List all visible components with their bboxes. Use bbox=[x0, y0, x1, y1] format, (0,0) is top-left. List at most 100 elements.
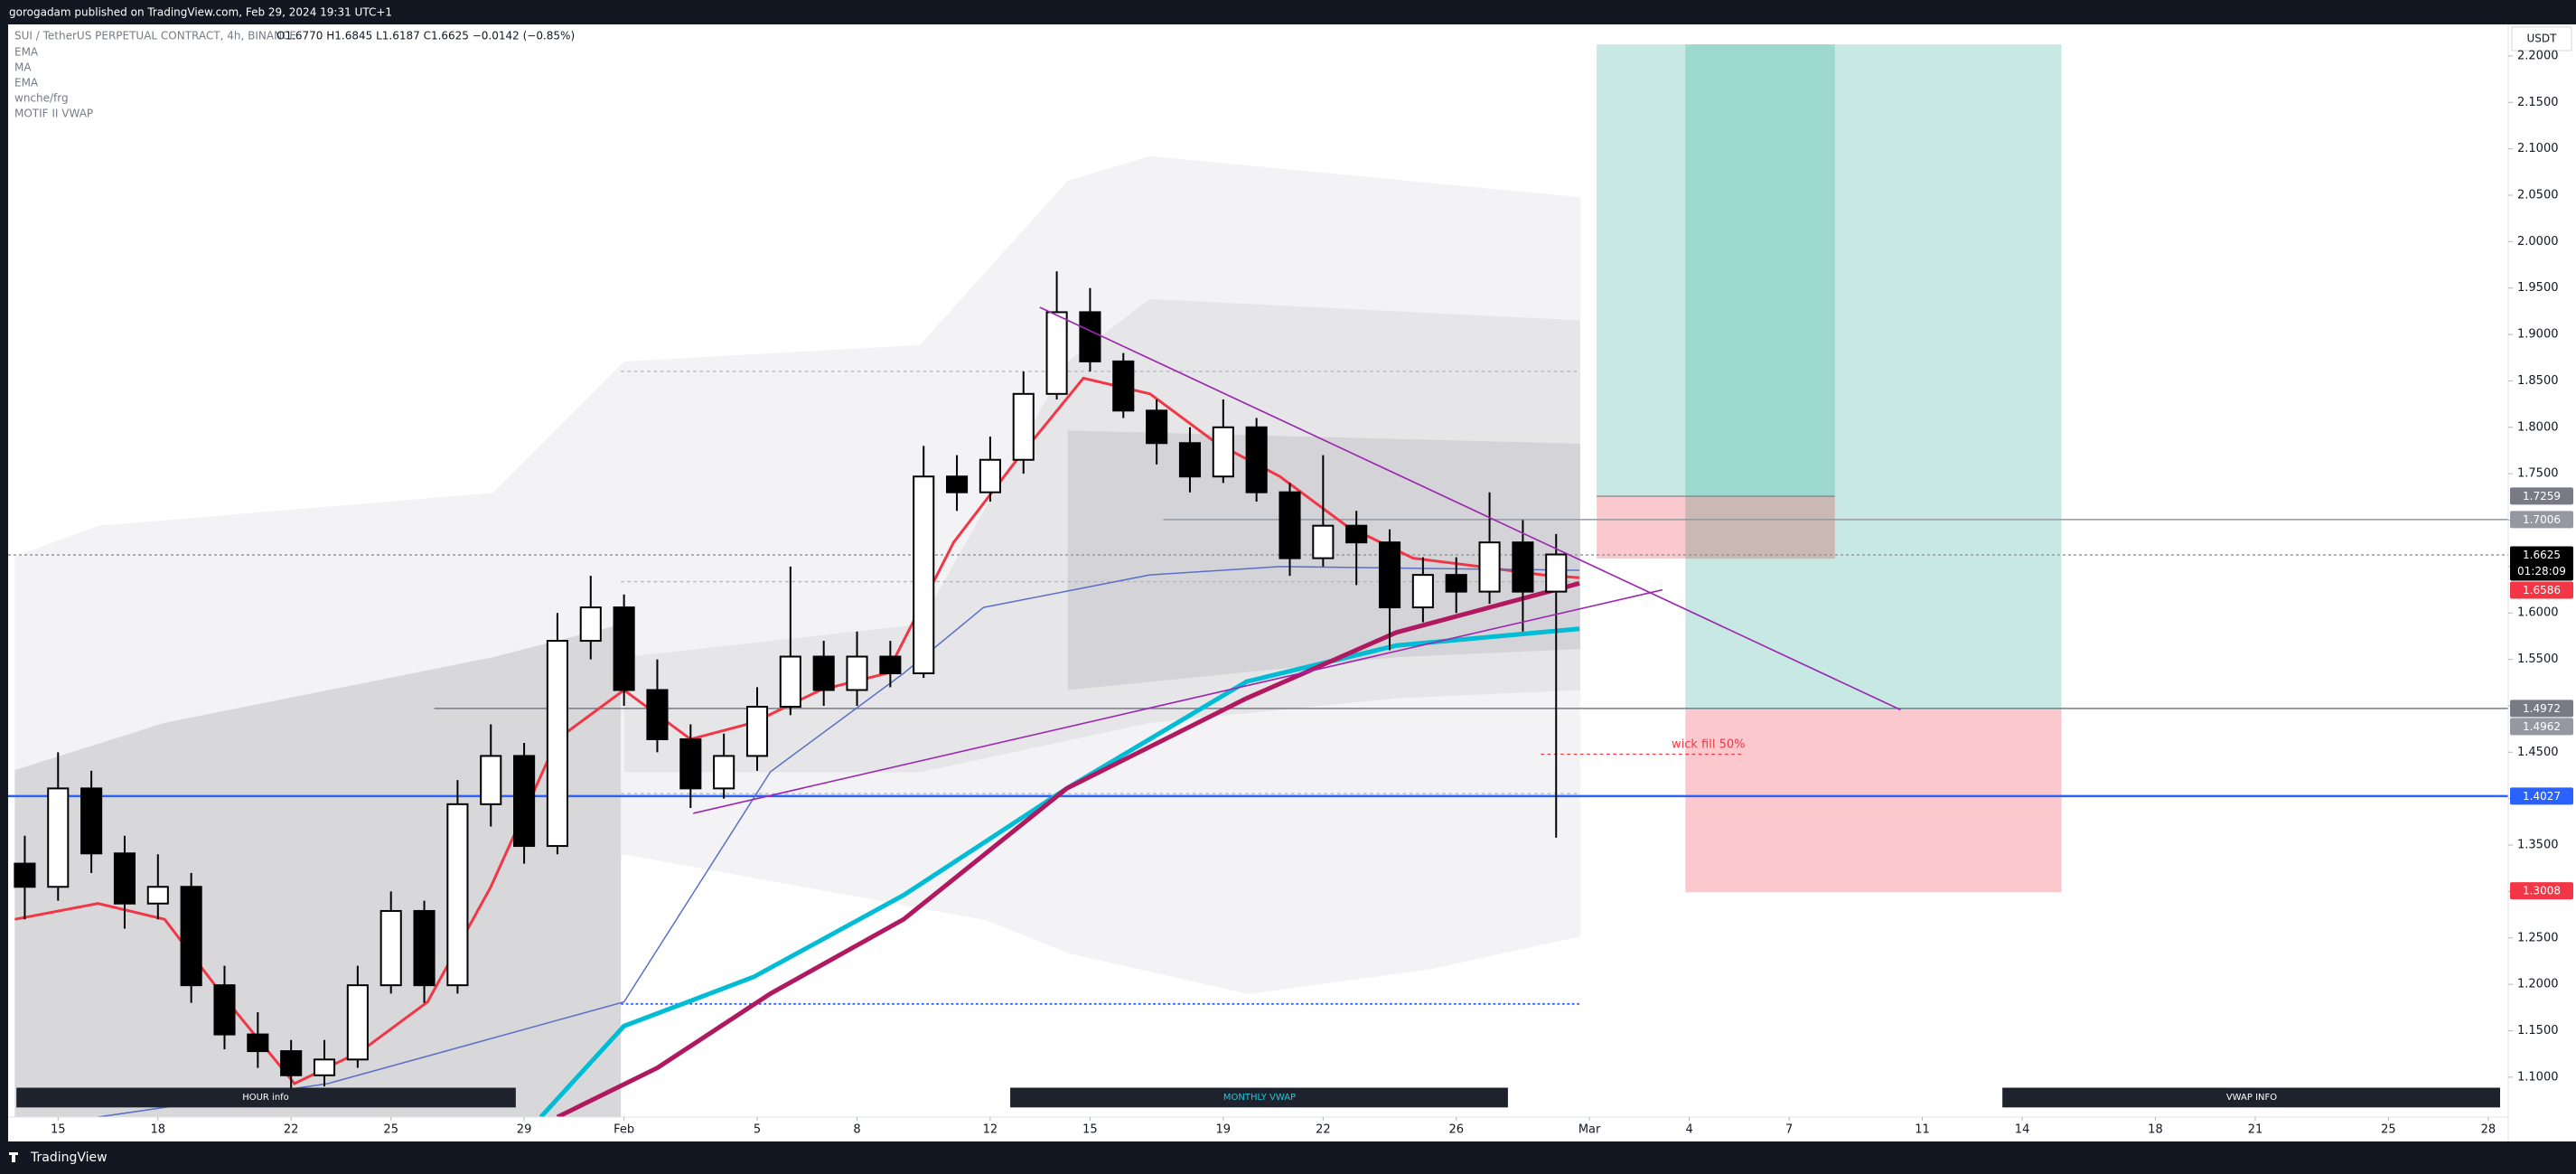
info-box bbox=[16, 1087, 516, 1108]
candle-body bbox=[745, 705, 769, 757]
price-tag bbox=[2510, 700, 2573, 718]
y-tick-label: 1.5500 bbox=[2517, 653, 2559, 666]
price-tag-label: 1.7259 bbox=[2523, 490, 2561, 502]
candle-body bbox=[379, 909, 402, 987]
legend-entry: MA bbox=[14, 61, 32, 74]
y-tick-label: 1.1000 bbox=[2517, 1070, 2559, 1084]
candle-body bbox=[113, 852, 136, 905]
info-box bbox=[1010, 1087, 1508, 1108]
y-tick-label: 2.0500 bbox=[2517, 189, 2559, 202]
candle-body bbox=[280, 1050, 303, 1076]
x-tick-label: 11 bbox=[1915, 1123, 1930, 1137]
x-tick-label: 22 bbox=[284, 1123, 299, 1137]
y-tick-label: 2.1000 bbox=[2517, 142, 2559, 155]
candle-body bbox=[446, 803, 469, 987]
candle-body bbox=[346, 984, 369, 1061]
x-tick-label: 18 bbox=[151, 1123, 166, 1137]
y-tick-label: 1.6000 bbox=[2517, 606, 2559, 620]
candle-body bbox=[1079, 311, 1101, 362]
price-tag-label: 1.4972 bbox=[2523, 702, 2561, 715]
x-tick-label: Feb bbox=[614, 1123, 634, 1137]
currency-box bbox=[2511, 26, 2572, 52]
annotation: wick fill 50% bbox=[1672, 738, 1746, 752]
price-tag bbox=[2510, 487, 2573, 505]
candle-body bbox=[1279, 491, 1301, 559]
candle-body bbox=[1045, 311, 1068, 395]
candle-body bbox=[846, 655, 868, 691]
y-tick-label: 1.2500 bbox=[2517, 931, 2559, 944]
price-tag bbox=[2510, 546, 2573, 581]
candle-body bbox=[1545, 553, 1568, 593]
candle-body bbox=[579, 606, 602, 643]
price-tag-label: 1.4027 bbox=[2523, 790, 2561, 803]
tv-logo bbox=[9, 1152, 18, 1162]
x-tick-label: 4 bbox=[1685, 1123, 1692, 1137]
candle-body bbox=[913, 475, 935, 675]
y-tick-label: 1.8500 bbox=[2517, 374, 2559, 388]
candle-body bbox=[713, 755, 735, 790]
vwap-left-band bbox=[14, 624, 622, 1118]
info-box-label: HOUR info bbox=[242, 1093, 289, 1103]
price-tag bbox=[2510, 581, 2573, 599]
candle-body bbox=[1312, 524, 1335, 559]
indicator-line bbox=[539, 626, 1580, 1117]
decor bbox=[14, 44, 2062, 1118]
price-tag-countdown: 01:28:09 bbox=[2517, 565, 2566, 578]
price-tag-label: 1.6586 bbox=[2523, 584, 2561, 596]
trendline bbox=[1039, 306, 1901, 711]
candle-body bbox=[1345, 524, 1368, 544]
x-tick-label: 8 bbox=[853, 1123, 860, 1137]
candle-body bbox=[247, 1033, 269, 1053]
indicator-line bbox=[98, 566, 1580, 1117]
candle-body bbox=[546, 640, 568, 848]
candle-body bbox=[313, 1058, 336, 1076]
candle-body bbox=[1411, 574, 1434, 609]
candle-body bbox=[1478, 541, 1501, 593]
price-tag bbox=[2510, 718, 2573, 736]
x-tick-label: 19 bbox=[1216, 1123, 1232, 1137]
candle-body bbox=[1212, 426, 1234, 478]
y-tick-label: 2.1500 bbox=[2517, 96, 2559, 109]
candle-body bbox=[679, 737, 702, 790]
candle-body bbox=[480, 755, 502, 805]
info-box bbox=[2002, 1087, 2500, 1108]
price-tag bbox=[2510, 787, 2573, 805]
x-tick-label: Mar bbox=[1578, 1123, 1601, 1137]
candle-body bbox=[1012, 392, 1035, 461]
y-tick-label: 1.9000 bbox=[2517, 328, 2559, 342]
price-tag-label: 1.6625 bbox=[2523, 549, 2561, 561]
trendlines bbox=[16, 306, 2500, 1108]
x-tick-label: 5 bbox=[754, 1123, 761, 1137]
y-tick-label: 1.8000 bbox=[2517, 420, 2559, 434]
candle-body bbox=[213, 984, 236, 1036]
currency: USDT bbox=[2527, 33, 2558, 45]
legend-entry: EMA bbox=[14, 77, 39, 89]
candle-body bbox=[47, 787, 70, 888]
indicator-line bbox=[556, 580, 1580, 1117]
candle-body bbox=[1112, 360, 1135, 412]
x-tick-label: 14 bbox=[2015, 1123, 2030, 1137]
candle-body bbox=[1445, 574, 1467, 593]
y-tick-label: 1.7500 bbox=[2517, 467, 2559, 481]
price-tag-label: 1.7006 bbox=[2523, 513, 2561, 526]
x-tick-label: 7 bbox=[1785, 1123, 1793, 1137]
legend-entry: EMA bbox=[14, 46, 39, 59]
price-tag-label: 1.3008 bbox=[2523, 885, 2561, 897]
candle-body bbox=[812, 655, 835, 691]
candle-body bbox=[513, 755, 536, 848]
candle-body bbox=[946, 475, 969, 493]
x-tick-label: 26 bbox=[1448, 1123, 1464, 1137]
x-tick-label: 25 bbox=[383, 1123, 398, 1137]
candle-body bbox=[146, 886, 169, 905]
candle-body bbox=[1378, 541, 1401, 609]
price-tag-label: 1.4962 bbox=[2523, 720, 2561, 733]
position-overlap bbox=[1685, 496, 1835, 559]
candle-body bbox=[413, 909, 436, 987]
x-tick-label: 12 bbox=[983, 1123, 998, 1137]
candle-body bbox=[779, 655, 801, 708]
candle-body bbox=[613, 606, 635, 691]
x-tick-label: 28 bbox=[2481, 1123, 2496, 1137]
x-tick-label: 18 bbox=[2148, 1123, 2163, 1137]
candle-body bbox=[80, 787, 103, 855]
